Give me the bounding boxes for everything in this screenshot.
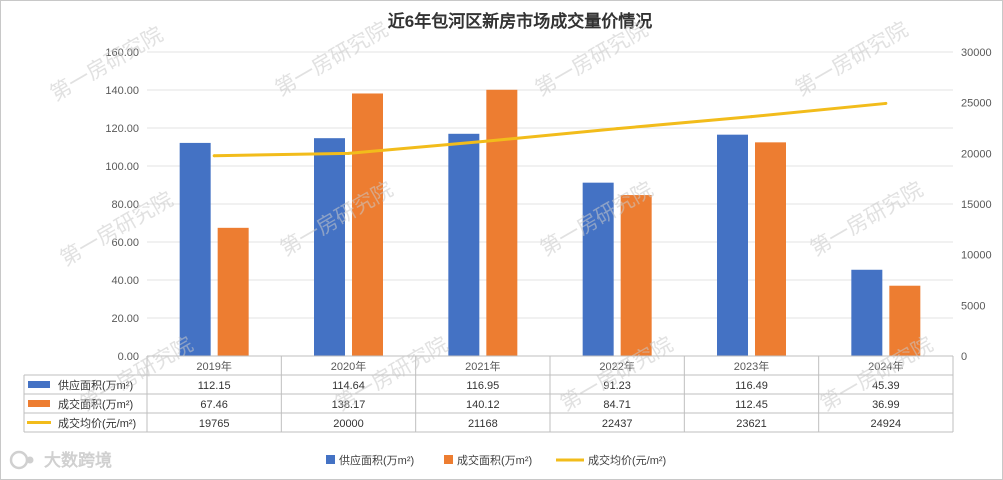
logo: 大数跨境 [9, 450, 112, 470]
left-tick-label: 40.00 [111, 275, 139, 287]
data-label: 114.64 [332, 380, 365, 392]
price-line-path [214, 101, 886, 158]
right-tick-label: 0 [961, 351, 967, 363]
right-axis-ticks: 0 5000 10000 15000 20000 25000 30000 [961, 47, 992, 363]
watermark: 第一房研究院 [331, 333, 452, 416]
data-label: 112.45 [735, 399, 768, 411]
logo-text: 大数跨境 [44, 450, 112, 470]
table-key-1 [28, 400, 50, 407]
table-row-header: 成交面积(万m²) [58, 397, 133, 411]
right-tick-label: 30000 [961, 47, 992, 59]
data-label: 22437 [602, 418, 633, 430]
right-tick-label: 10000 [961, 250, 992, 262]
legend-entry: 供应面积(万m²) [339, 453, 414, 467]
price-point-4 [750, 115, 753, 119]
bar-supply-1 [314, 138, 345, 356]
x-tick-label: 2023年 [734, 359, 769, 373]
price-point-1 [347, 151, 350, 155]
x-tick-label: 2024年 [868, 359, 903, 373]
price-point-2 [481, 139, 485, 143]
price-point-5 [884, 101, 888, 105]
data-label: 20000 [333, 418, 364, 430]
watermark: 第一房研究院 [271, 18, 392, 101]
bar-deal-4 [755, 142, 786, 356]
left-tick-label: 140.00 [105, 85, 139, 97]
watermark: 第一房研究院 [76, 333, 197, 416]
data-label: 112.15 [198, 380, 231, 392]
left-tick-label: 160.00 [105, 47, 139, 59]
bar-supply-0 [179, 142, 211, 356]
left-tick-label: 60.00 [111, 237, 139, 249]
data-label: 84.71 [603, 399, 631, 411]
data-label: 67.46 [200, 399, 228, 411]
data-label: 19765 [199, 418, 230, 430]
legend-key-1 [444, 455, 453, 464]
data-label: 21168 [468, 418, 498, 430]
bar-supply-5 [851, 269, 883, 356]
table-row-header: 供应面积(万m²) [58, 378, 133, 392]
table-row-header: 成交均价(元/m²) [58, 416, 136, 430]
data-label: 24924 [871, 418, 902, 430]
right-tick-label: 20000 [961, 148, 992, 160]
logo-mark-icon [9, 450, 29, 470]
data-label: 36.99 [872, 399, 900, 411]
bar-deal-0 [217, 227, 249, 356]
table-key-0 [28, 381, 50, 388]
data-label: 23621 [736, 418, 767, 430]
bar-deal-5 [889, 285, 921, 356]
data-label: 138.17 [332, 399, 366, 411]
logo-dot-icon [26, 456, 34, 464]
price-point-0 [212, 154, 216, 158]
bar-supply-4 [717, 134, 748, 356]
chart-title: 近6年包河区新房市场成交量价情况 [388, 11, 652, 31]
data-label: 45.39 [872, 380, 900, 392]
legend-entry: 成交均价(元/m²) [588, 453, 666, 467]
bar-deal-2 [486, 89, 518, 356]
data-label: 140.12 [466, 399, 500, 411]
left-tick-label: 0.00 [118, 351, 139, 363]
legend: 供应面积(万m²) 成交面积(万m²) 成交均价(元/m²) [326, 453, 666, 467]
x-tick-label: 2019年 [196, 359, 231, 373]
left-axis-ticks: 0.00 20.00 40.00 60.00 80.00 100.00 120.00 140.… [105, 47, 139, 363]
x-tick-label: 2021年 [465, 359, 500, 373]
x-tick-label: 2020年 [331, 359, 366, 373]
watermark: 第一房研究院 [791, 18, 912, 101]
data-label: 116.49 [735, 380, 768, 392]
data-label: 116.95 [466, 380, 499, 392]
data-label: 91.23 [603, 380, 631, 392]
bar-deal-3 [620, 195, 652, 356]
x-tick-label: 2022年 [599, 359, 634, 373]
price-line [212, 101, 888, 158]
left-tick-label: 80.00 [111, 199, 139, 211]
right-tick-label: 25000 [961, 98, 992, 110]
price-point-3 [615, 127, 619, 131]
watermark: 第一房研究院 [806, 178, 927, 261]
gridlines [147, 51, 953, 357]
bar-supply-2 [448, 133, 480, 356]
left-tick-label: 20.00 [111, 313, 139, 325]
right-tick-label: 5000 [961, 300, 985, 312]
right-tick-label: 15000 [961, 199, 992, 211]
left-tick-label: 120.00 [105, 123, 139, 135]
bars [179, 89, 921, 357]
bar-deal-1 [352, 93, 383, 357]
legend-key-0 [326, 455, 335, 464]
bar-supply-3 [582, 182, 614, 356]
left-tick-label: 100.00 [105, 161, 139, 173]
legend-entry: 成交面积(万m²) [457, 453, 532, 467]
